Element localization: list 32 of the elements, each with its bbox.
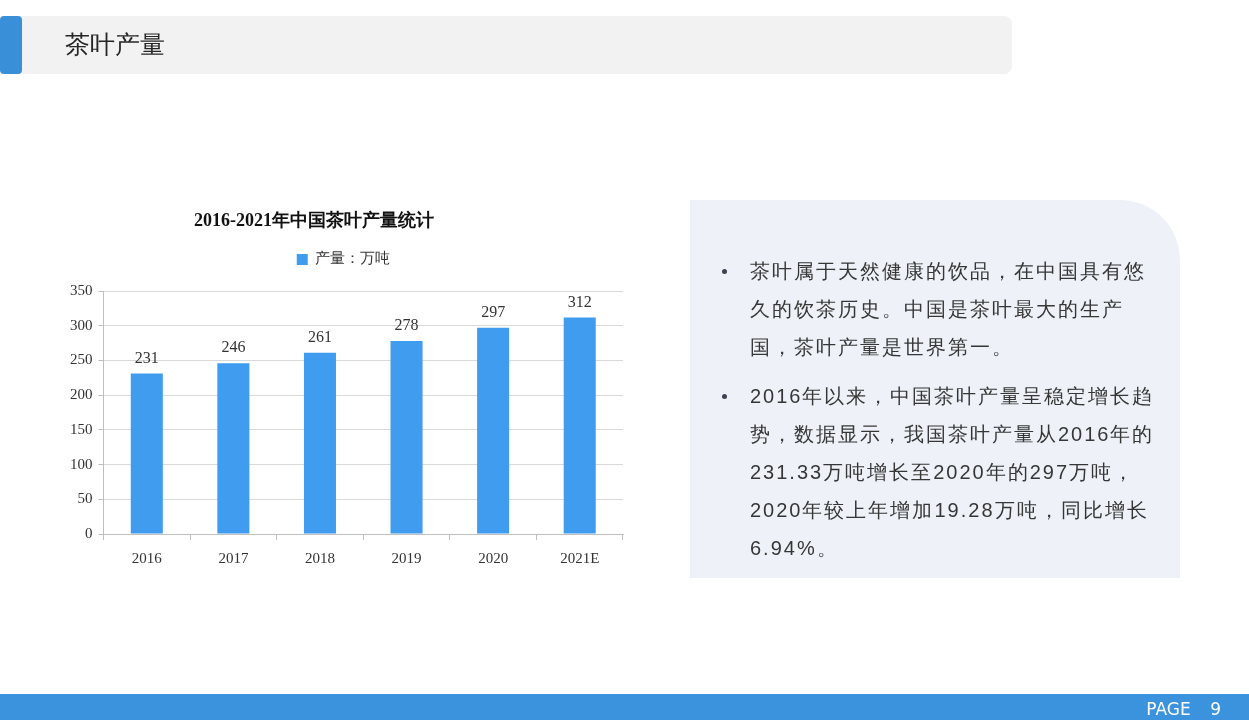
y-tick-label: 250 bbox=[70, 351, 93, 368]
y-tick-label: 100 bbox=[70, 455, 93, 472]
x-tick-label: 2017 bbox=[218, 549, 249, 566]
bar bbox=[563, 317, 596, 534]
y-tick-label: 350 bbox=[70, 281, 93, 298]
legend-label: 产量：万吨 bbox=[315, 250, 391, 267]
y-tick-label: 150 bbox=[70, 420, 93, 437]
y-tick-label: 300 bbox=[70, 316, 93, 333]
data-label: 297 bbox=[481, 303, 506, 320]
x-tick-label: 2016 bbox=[131, 549, 163, 566]
bar bbox=[303, 352, 336, 534]
text: 茶叶产量 bbox=[65, 29, 165, 61]
data-label: 246 bbox=[221, 338, 246, 356]
bar bbox=[390, 340, 423, 534]
data-label: 278 bbox=[394, 316, 419, 334]
data-label: 231 bbox=[134, 348, 159, 366]
y-tick-label: 50 bbox=[77, 490, 93, 507]
data-label: 261 bbox=[307, 327, 332, 345]
y-tick-label: 200 bbox=[70, 386, 93, 403]
bar bbox=[217, 363, 250, 534]
text: 茶叶属于天然健康的饮品，在中国具有悠久的饮茶历史。中国是茶叶最大的生产国，茶叶产量是世界第一。 bbox=[750, 260, 1146, 358]
x-tick-label: 2021E bbox=[560, 549, 600, 566]
x-tick-label: 2019 bbox=[391, 549, 422, 566]
bar bbox=[130, 373, 163, 534]
data-label: 312 bbox=[567, 292, 592, 310]
text: PAGE 9 bbox=[1146, 698, 1221, 720]
y-tick-label: 0 bbox=[85, 524, 93, 541]
x-tick-label: 2018 bbox=[304, 549, 335, 566]
chart-title: 2016-2021年中国茶叶产量统计 bbox=[193, 209, 435, 232]
bar bbox=[477, 327, 510, 534]
text: 2016年以来，中国茶叶产量呈稳定增长趋势，数据显示，我国茶叶产量从2016年的231.33万吨增长至2020年的297万吨，2020年较上年增加19.28万吨，同比增长6.94%。 bbox=[750, 385, 1155, 559]
x-tick-label: 2020 bbox=[478, 549, 509, 566]
